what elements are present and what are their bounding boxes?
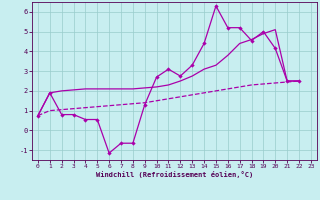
X-axis label: Windchill (Refroidissement éolien,°C): Windchill (Refroidissement éolien,°C) bbox=[96, 171, 253, 178]
